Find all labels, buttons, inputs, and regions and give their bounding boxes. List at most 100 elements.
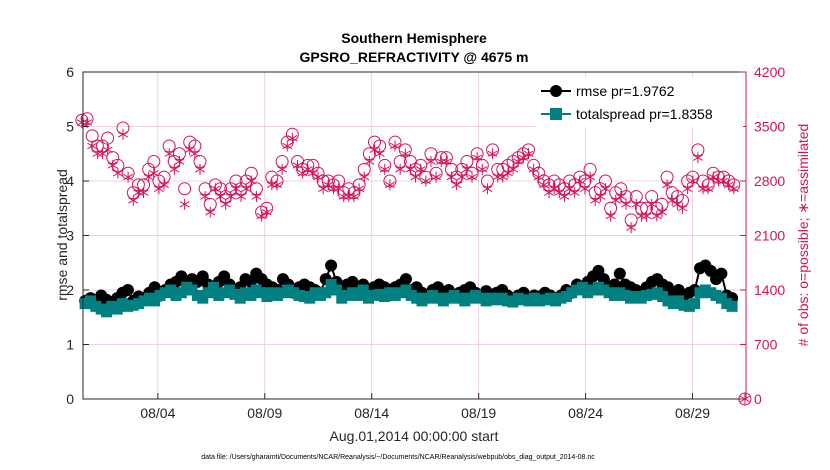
asterisk-stroke bbox=[107, 162, 118, 169]
asterisk-stroke bbox=[359, 173, 370, 181]
obs-assimilated-point bbox=[544, 187, 555, 199]
obs-assimilated-point bbox=[682, 183, 693, 195]
spread-point bbox=[320, 287, 332, 299]
obs-assimilated-point bbox=[87, 140, 98, 152]
asterisk-stroke bbox=[641, 212, 652, 220]
chart-title-line2: GPSRO_REFRACTIVITY @ 4675 m bbox=[300, 49, 529, 65]
asterisk-stroke bbox=[687, 177, 698, 185]
asterisk-stroke bbox=[554, 189, 565, 196]
obs-assimilated-point bbox=[502, 167, 513, 179]
obs-assimilated-point bbox=[626, 222, 637, 234]
asterisk-stroke bbox=[477, 166, 488, 173]
asterisk-stroke bbox=[631, 201, 642, 208]
asterisk-stroke bbox=[297, 170, 308, 177]
obs-assimilated-point bbox=[615, 191, 626, 203]
obs-assimilated-point bbox=[302, 163, 313, 175]
obs-assimilated-point bbox=[92, 148, 103, 160]
legend-box bbox=[537, 77, 743, 127]
obs-assimilated-point bbox=[451, 179, 462, 191]
asterisk-stroke bbox=[236, 193, 247, 200]
rmse-point bbox=[613, 267, 626, 280]
obs-assimilated-point bbox=[307, 167, 318, 179]
asterisk-stroke bbox=[697, 185, 709, 192]
asterisk-stroke bbox=[277, 166, 288, 173]
obs-assimilated-point bbox=[528, 163, 539, 175]
obs-assimilated-point bbox=[318, 183, 329, 195]
y-tick-label: 4 bbox=[66, 173, 74, 189]
asterisk-stroke bbox=[313, 173, 324, 181]
obs-assimilated-point bbox=[379, 163, 390, 175]
obs-assimilated-point bbox=[569, 187, 580, 199]
asterisk-stroke bbox=[328, 185, 339, 192]
y2-tick-label: 4200 bbox=[754, 64, 785, 80]
obs-assimilated-point bbox=[631, 198, 642, 210]
obs-assimilated-point bbox=[564, 183, 575, 195]
asterisk-stroke bbox=[723, 181, 734, 189]
asterisk-stroke bbox=[595, 193, 606, 200]
asterisk-stroke bbox=[487, 150, 498, 157]
obs-assimilated-point bbox=[574, 175, 585, 187]
asterisk-stroke bbox=[369, 146, 380, 154]
asterisk-stroke bbox=[390, 142, 401, 150]
asterisk-stroke bbox=[225, 193, 236, 200]
obs-assimilated-point bbox=[559, 191, 570, 203]
asterisk-stroke bbox=[384, 181, 395, 189]
rmse-point bbox=[399, 273, 412, 286]
obs-assimilated-point bbox=[210, 183, 221, 195]
obs-assimilated-point bbox=[215, 191, 226, 203]
x-tick-label: 08/14 bbox=[354, 405, 389, 421]
obs-assimilated-point bbox=[487, 148, 498, 160]
asterisk-stroke bbox=[651, 212, 662, 220]
obs-assimilated-point bbox=[343, 191, 354, 203]
asterisk-stroke bbox=[574, 177, 585, 185]
asterisk-stroke bbox=[354, 185, 365, 192]
obs-assimilated-point bbox=[251, 191, 262, 203]
obs-assimilated-point bbox=[441, 156, 452, 168]
obs-assimilated-point bbox=[538, 179, 549, 191]
obs-assimilated-point bbox=[369, 144, 380, 156]
asterisk-stroke bbox=[102, 146, 113, 154]
obs-assimilated-point bbox=[236, 191, 247, 203]
obs-assimilated-point bbox=[641, 210, 652, 222]
obs-assimilated-point bbox=[672, 198, 683, 210]
y2-tick-label: 2100 bbox=[754, 228, 785, 244]
asterisk-stroke bbox=[112, 170, 123, 177]
y2-tick-label: 2800 bbox=[754, 173, 785, 189]
asterisk-stroke bbox=[343, 193, 354, 200]
y-tick-label: 5 bbox=[66, 119, 74, 135]
obs-assimilated-point bbox=[164, 148, 175, 160]
obs-assimilated-point bbox=[338, 191, 349, 203]
obs-assimilated-point bbox=[703, 183, 714, 195]
legend-spread-marker bbox=[550, 108, 562, 120]
asterisk-stroke bbox=[230, 185, 241, 192]
asterisk-stroke bbox=[174, 158, 185, 165]
asterisk-stroke bbox=[621, 201, 632, 208]
obs-assimilated-point bbox=[220, 198, 231, 210]
obs-assimilated-point bbox=[405, 163, 416, 175]
obs-assimilated-point bbox=[656, 206, 667, 218]
obs-assimilated-point bbox=[508, 163, 519, 175]
obs-assimilated-point bbox=[605, 210, 616, 222]
obs-assimilated-point bbox=[667, 194, 678, 206]
obs-assimilated-point bbox=[687, 175, 698, 187]
obs-assimilated-point bbox=[117, 128, 129, 140]
obs-assimilated-point bbox=[148, 167, 159, 179]
obs-assimilated-point bbox=[174, 156, 185, 168]
asterisk-stroke bbox=[703, 185, 714, 192]
obs-assimilated-point bbox=[554, 187, 565, 199]
obs-assimilated-point bbox=[153, 183, 164, 195]
y2-tick-label: 0 bbox=[754, 391, 762, 407]
obs-assimilated-point bbox=[390, 140, 401, 152]
obs-assimilated-point bbox=[271, 179, 282, 191]
asterisk-stroke bbox=[636, 212, 647, 220]
obs-assimilated-point bbox=[420, 175, 431, 187]
asterisk-stroke bbox=[420, 177, 431, 185]
y-axis-label: rmse and totalspread bbox=[54, 169, 70, 301]
x-tick-label: 08/04 bbox=[140, 405, 175, 421]
obs-assimilated-point bbox=[646, 198, 657, 210]
obs-assimilated-point bbox=[677, 202, 688, 214]
asterisk-stroke bbox=[179, 201, 190, 208]
y-tick-label: 1 bbox=[66, 337, 74, 353]
x-tick-label: 08/09 bbox=[247, 405, 282, 421]
obs-assimilated-point bbox=[446, 171, 457, 183]
